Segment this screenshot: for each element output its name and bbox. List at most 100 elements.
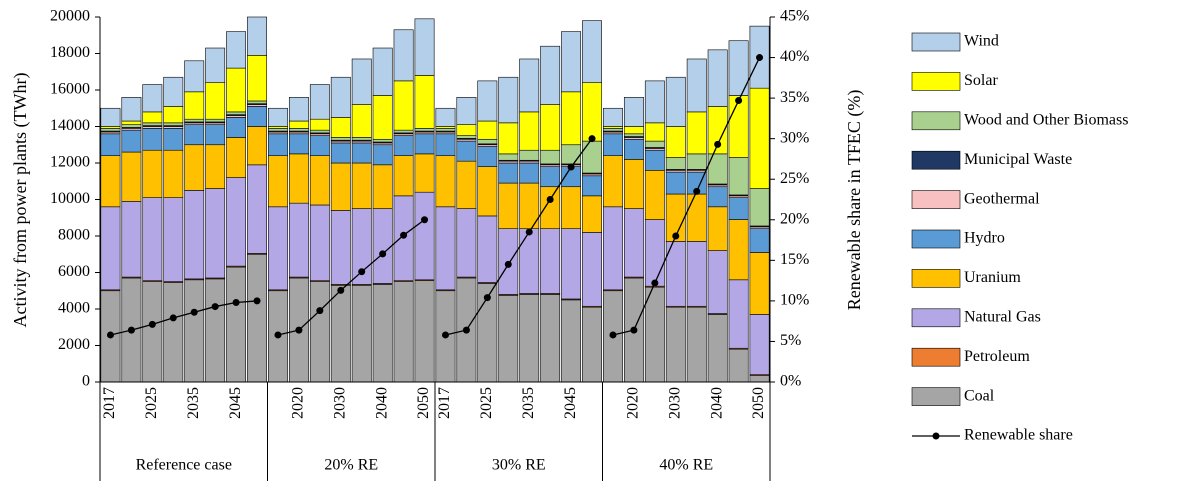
x-tick-label: 2017 <box>436 387 453 419</box>
bar-segment <box>142 122 163 126</box>
bar-segment <box>561 186 582 230</box>
share-line <box>612 57 761 336</box>
x-tick-label: 2017 <box>101 387 118 419</box>
y2-tick-label: 20% <box>780 210 809 227</box>
bar-segment <box>644 219 665 287</box>
bar-segment <box>707 186 728 208</box>
y2-tick-label: 0% <box>780 373 801 390</box>
share-point <box>609 331 617 339</box>
bar-segment <box>247 16 267 56</box>
bar-segment <box>749 188 770 227</box>
bar-segment <box>330 284 351 383</box>
bar-segment <box>414 153 435 193</box>
share-point <box>337 286 345 294</box>
bar-segment <box>665 157 686 170</box>
bar-segment <box>184 91 205 120</box>
bar-segment <box>309 204 330 282</box>
y2-tick-label: 40% <box>780 48 809 65</box>
bar-segment <box>184 124 205 146</box>
legend-swatch <box>911 190 961 209</box>
share-point <box>400 231 408 239</box>
bar-segment <box>226 111 247 115</box>
bar-segment <box>665 126 686 158</box>
share-point <box>274 331 282 339</box>
bar-segment <box>561 31 582 93</box>
y-tick-label: 8000 <box>58 227 90 244</box>
bar-segment <box>728 157 749 196</box>
bar-segment <box>393 80 414 131</box>
bar-segment <box>351 284 372 383</box>
x-tick-label: 2040 <box>708 387 725 419</box>
bar-segment <box>205 47 226 84</box>
bar-segment <box>372 138 393 143</box>
legend-label: Uranium <box>964 269 1021 286</box>
bar-segment <box>623 159 644 209</box>
bar-segment <box>309 84 330 120</box>
bar-segment <box>644 286 665 383</box>
share-point <box>190 308 198 316</box>
bar-segment <box>456 160 477 209</box>
bar-segment <box>247 253 267 383</box>
y2-tick-label: 30% <box>780 129 809 146</box>
bar-segment <box>623 208 644 278</box>
y2-tick-label: 10% <box>780 292 809 309</box>
bar-segment <box>603 206 623 291</box>
bar-segment <box>728 197 749 220</box>
bar-segment <box>477 138 498 145</box>
bar-segment <box>330 76 351 118</box>
bar-segment <box>519 111 540 151</box>
bar-segment <box>393 135 414 157</box>
bar-segment <box>519 162 540 184</box>
bar-segment <box>205 278 226 383</box>
bar-segment <box>561 299 582 383</box>
bar-segment <box>351 142 372 164</box>
legend-label: Hydro <box>964 230 1005 247</box>
x-tick-label: 2050 <box>750 387 767 419</box>
bar-segment <box>498 295 519 383</box>
bar-segment <box>414 128 435 132</box>
bar-segment <box>393 29 414 82</box>
share-point <box>232 299 240 307</box>
bar-segment <box>163 197 184 282</box>
bar-segment <box>498 182 519 229</box>
bar-segment <box>519 58 540 113</box>
bar-segment <box>435 133 456 157</box>
bar-segment <box>330 162 351 211</box>
bar-segment <box>707 250 728 314</box>
bar-segment <box>163 76 184 107</box>
bar-segment <box>665 76 686 127</box>
bar-segment <box>226 266 247 383</box>
bar-segment <box>435 206 456 291</box>
legend-swatch <box>911 347 961 367</box>
bar-segment <box>330 117 351 138</box>
bar-segment <box>205 188 226 279</box>
bar-segment <box>100 133 121 157</box>
bar-segment <box>686 58 707 113</box>
share-point <box>756 54 764 62</box>
x-tick-label: 2035 <box>185 387 202 419</box>
bar-segment <box>456 97 477 125</box>
bar-segment <box>393 281 414 383</box>
bar-segment <box>268 107 288 127</box>
bar-segment <box>393 129 414 134</box>
bar-segment <box>121 151 142 202</box>
bar-segment <box>184 60 205 93</box>
share-point <box>253 297 261 305</box>
y-tick-label: 2000 <box>58 336 90 353</box>
bar-segment <box>351 104 372 138</box>
bar-segment <box>372 284 393 383</box>
share-point <box>693 187 701 195</box>
y2-tick-label: 5% <box>780 332 801 349</box>
bar-segment <box>477 146 498 167</box>
bar-segment <box>561 91 582 146</box>
bar-segment <box>100 107 121 127</box>
bar-segment <box>414 191 435 281</box>
x-tick-label: 2050 <box>415 387 432 419</box>
bar-segment <box>477 120 498 140</box>
legend-label: Renewable share <box>964 427 1073 444</box>
bar-segment <box>372 47 393 96</box>
x-tick-label: 2020 <box>290 387 307 419</box>
bar-segment <box>268 128 288 132</box>
bar-segment <box>623 133 644 137</box>
